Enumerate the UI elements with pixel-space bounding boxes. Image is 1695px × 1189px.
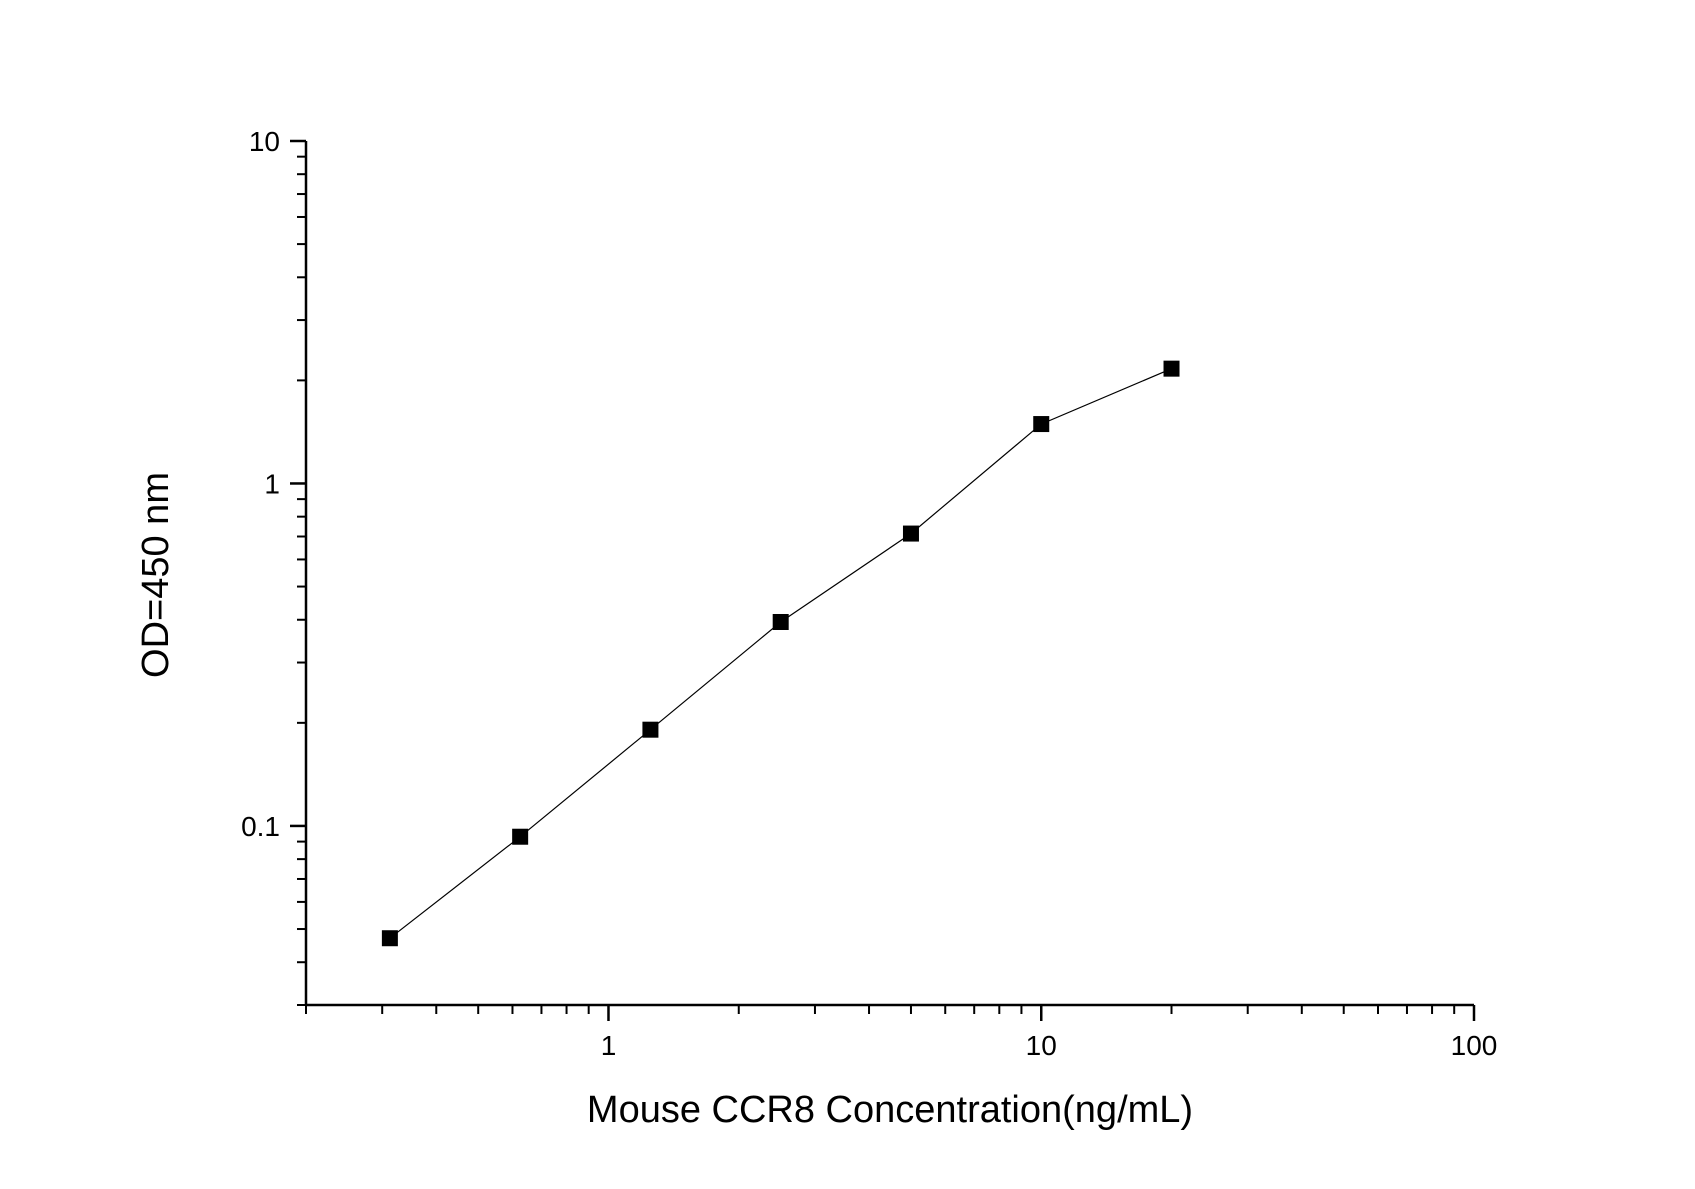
x-tick-label: 100 <box>1451 1030 1498 1061</box>
data-point <box>902 525 919 542</box>
series-line-path <box>389 368 1172 939</box>
data-point <box>512 828 529 845</box>
major-ticks <box>290 139 1476 1021</box>
y-tick-label: 1 <box>264 468 280 499</box>
x-axis-title: Mouse CCR8 Concentration(ng/mL) <box>587 1089 1193 1131</box>
data-point <box>381 930 398 947</box>
data-point <box>642 721 659 738</box>
x-tick-label: 1 <box>601 1030 617 1061</box>
y-tick-label: 0.1 <box>241 811 280 842</box>
y-tick-label: 10 <box>249 126 280 157</box>
tick-labels: 1 10 100 0.1 1 10 <box>241 126 1497 1061</box>
series-line <box>389 368 1172 939</box>
data-point <box>1163 360 1180 377</box>
axes <box>304 141 1474 1007</box>
data-point <box>1033 416 1050 433</box>
x-tick-label: 10 <box>1026 1030 1057 1061</box>
minor-ticks <box>297 155 1456 1014</box>
data-point <box>772 613 789 630</box>
y-axis-title: OD=450 nm <box>135 472 177 678</box>
data-points <box>381 360 1180 947</box>
